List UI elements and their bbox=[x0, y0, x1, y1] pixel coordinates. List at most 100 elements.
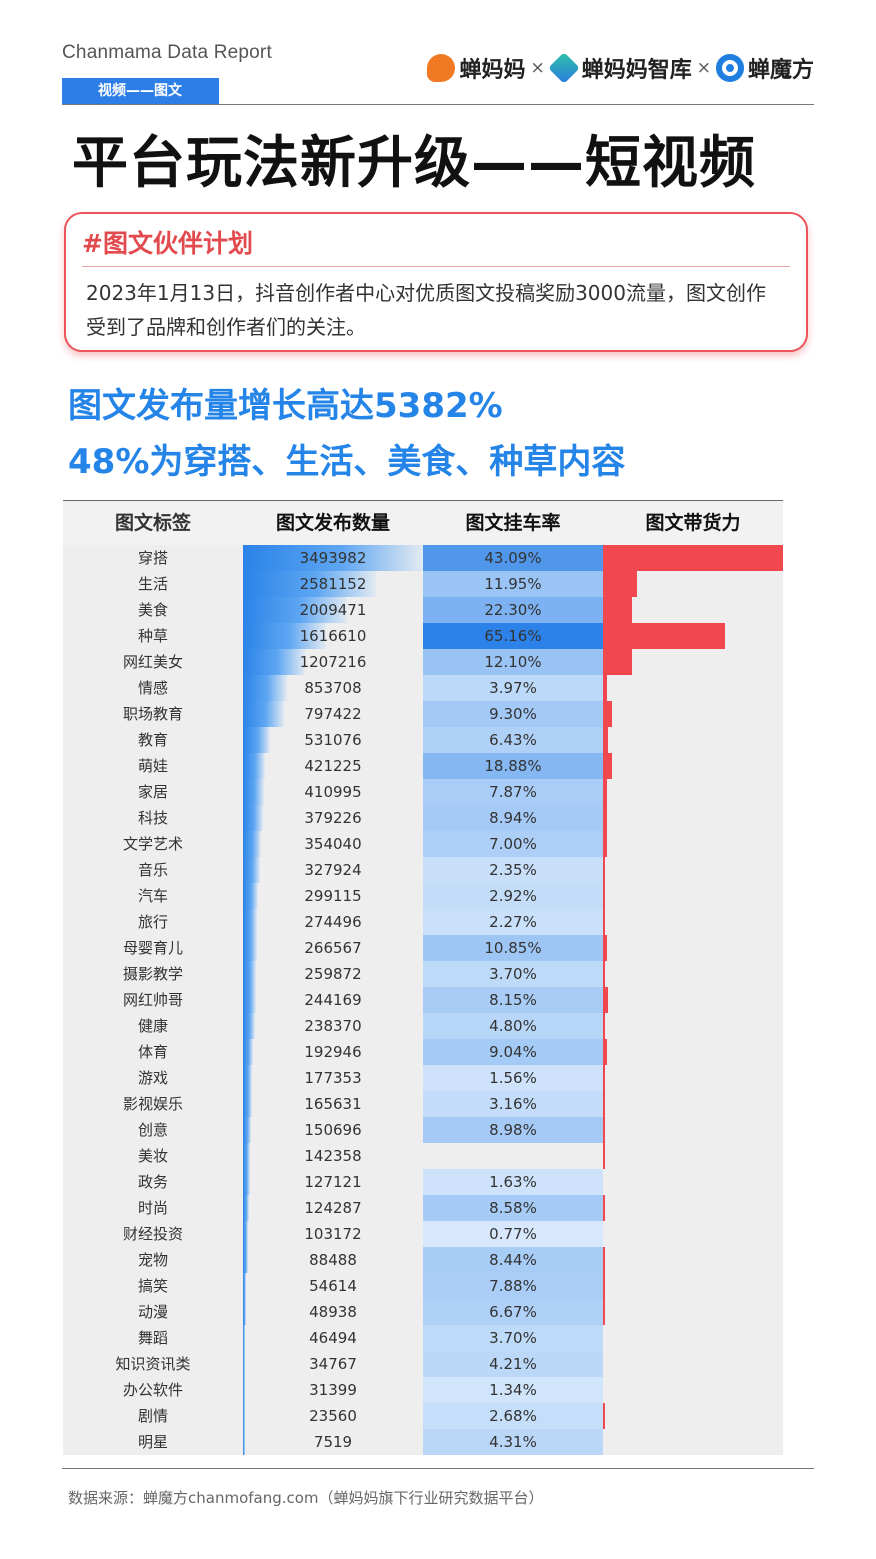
row-power-cell bbox=[603, 935, 783, 961]
rate-heat-fill bbox=[423, 883, 603, 909]
row-count: 192946 bbox=[304, 1043, 362, 1061]
row-count: 274496 bbox=[304, 913, 362, 931]
row-count: 354040 bbox=[304, 835, 362, 853]
row-count-cell: 2581152 bbox=[243, 571, 423, 597]
count-bar bbox=[243, 1195, 250, 1221]
rate-heat-fill bbox=[423, 727, 603, 753]
table-row: 搞笑 54614 7.88% bbox=[63, 1273, 783, 1299]
row-count: 23560 bbox=[309, 1407, 357, 1425]
count-bar bbox=[243, 1039, 253, 1065]
row-power-cell bbox=[603, 883, 783, 909]
row-rate: 3.97% bbox=[489, 679, 537, 697]
row-count: 31399 bbox=[309, 1381, 357, 1399]
row-count-cell: 34767 bbox=[243, 1351, 423, 1377]
row-rate-cell: 6.67% bbox=[423, 1299, 603, 1325]
row-power-cell bbox=[603, 1169, 783, 1195]
row-rate-cell: 2.35% bbox=[423, 857, 603, 883]
table-row: 时尚 124287 8.58% bbox=[63, 1195, 783, 1221]
row-tag: 职场教育 bbox=[122, 705, 183, 723]
table-row: 办公软件 31399 1.34% bbox=[63, 1377, 783, 1403]
count-bar bbox=[243, 1013, 256, 1039]
row-count-cell: 421225 bbox=[243, 753, 423, 779]
rate-heat-fill bbox=[423, 1143, 603, 1169]
power-bar bbox=[603, 1091, 605, 1117]
rate-heat-fill bbox=[423, 1325, 603, 1351]
row-rate: 6.43% bbox=[489, 731, 537, 749]
row-count: 2009471 bbox=[299, 601, 367, 619]
power-bar bbox=[603, 831, 607, 857]
brand-separator: × bbox=[696, 58, 711, 78]
column-header-count: 图文发布数量 bbox=[275, 512, 390, 534]
row-power-cell bbox=[603, 1013, 783, 1039]
rate-heat-fill bbox=[423, 1299, 603, 1325]
row-count: 2581152 bbox=[299, 575, 367, 593]
row-rate-cell: 9.30% bbox=[423, 701, 603, 727]
row-count-cell: 327924 bbox=[243, 857, 423, 883]
count-bar bbox=[243, 831, 262, 857]
row-tag: 财经投资 bbox=[122, 1225, 183, 1243]
row-power-cell bbox=[603, 701, 783, 727]
highlight-share: 48%为穿搭、生活、美食、种草内容 bbox=[68, 442, 626, 482]
rate-heat-fill bbox=[423, 701, 603, 727]
row-rate-cell: 8.58% bbox=[423, 1195, 603, 1221]
data-source: 数据来源：蝉魔方chanmofang.com（蝉妈妈旗下行业研究数据平台） bbox=[68, 1489, 544, 1507]
row-rate-cell bbox=[423, 1143, 603, 1169]
column-header-tag: 图文标签 bbox=[114, 512, 191, 534]
row-rate: 1.34% bbox=[489, 1381, 537, 1399]
rate-heat-fill bbox=[423, 1013, 603, 1039]
row-rate-cell: 7.87% bbox=[423, 779, 603, 805]
count-bar bbox=[243, 805, 263, 831]
row-rate: 3.70% bbox=[489, 1329, 537, 1347]
row-count: 531076 bbox=[304, 731, 362, 749]
count-bar bbox=[243, 1065, 253, 1091]
row-rate-cell: 4.31% bbox=[423, 1429, 603, 1455]
row-rate: 2.27% bbox=[489, 913, 537, 931]
row-rate: 7.87% bbox=[489, 783, 537, 801]
row-tag: 创意 bbox=[137, 1121, 168, 1139]
brand-chanmama-zhiku: 蝉妈妈智库 bbox=[547, 52, 692, 84]
row-count: 244169 bbox=[304, 991, 362, 1009]
row-tag: 舞蹈 bbox=[137, 1329, 168, 1347]
row-power-cell bbox=[603, 1273, 783, 1299]
row-rate: 43.09% bbox=[484, 549, 542, 567]
row-power-cell bbox=[603, 623, 783, 649]
row-power-cell bbox=[603, 1325, 783, 1351]
row-count: 54614 bbox=[309, 1277, 357, 1295]
row-rate-cell: 10.85% bbox=[423, 935, 603, 961]
rate-heat-fill bbox=[423, 1429, 603, 1455]
row-tag: 种草 bbox=[137, 627, 168, 645]
row-count-cell: 244169 bbox=[243, 987, 423, 1013]
rate-heat-fill bbox=[423, 675, 603, 701]
row-count: 259872 bbox=[304, 965, 362, 983]
rate-heat-fill bbox=[423, 545, 603, 571]
row-power-cell bbox=[603, 675, 783, 701]
report-title: Chanmama Data Report bbox=[62, 42, 272, 63]
row-tag: 生活 bbox=[137, 575, 168, 593]
table-row: 宠物 88488 8.44% bbox=[63, 1247, 783, 1273]
table-row: 家居 410995 7.87% bbox=[63, 779, 783, 805]
brand-separator: × bbox=[530, 58, 545, 78]
row-rate-cell: 0.77% bbox=[423, 1221, 603, 1247]
brand-name-chanmama: 蝉妈妈 bbox=[459, 58, 526, 83]
count-bar bbox=[243, 1325, 246, 1351]
count-bar bbox=[243, 649, 306, 675]
power-bar bbox=[603, 623, 726, 649]
row-power-cell bbox=[603, 1221, 783, 1247]
power-bar bbox=[603, 701, 612, 727]
callout-divider bbox=[82, 266, 790, 267]
power-bar bbox=[603, 779, 607, 805]
rate-heat-fill bbox=[423, 935, 603, 961]
row-rate: 65.16% bbox=[484, 627, 542, 645]
row-tag: 文学艺术 bbox=[122, 835, 183, 853]
rate-heat-fill bbox=[423, 649, 603, 675]
row-rate-cell: 3.16% bbox=[423, 1091, 603, 1117]
row-count: 127121 bbox=[304, 1173, 362, 1191]
row-count: 1207216 bbox=[299, 653, 367, 671]
power-bar bbox=[603, 597, 632, 623]
table-row: 网红帅哥 244169 8.15% bbox=[63, 987, 783, 1013]
row-count-cell: 46494 bbox=[243, 1325, 423, 1351]
table-row: 旅行 274496 2.27% bbox=[63, 909, 783, 935]
table-row: 政务 127121 1.63% bbox=[63, 1169, 783, 1195]
brand-name-zhiku: 蝉妈妈智库 bbox=[581, 58, 692, 83]
row-rate: 2.68% bbox=[489, 1407, 537, 1425]
